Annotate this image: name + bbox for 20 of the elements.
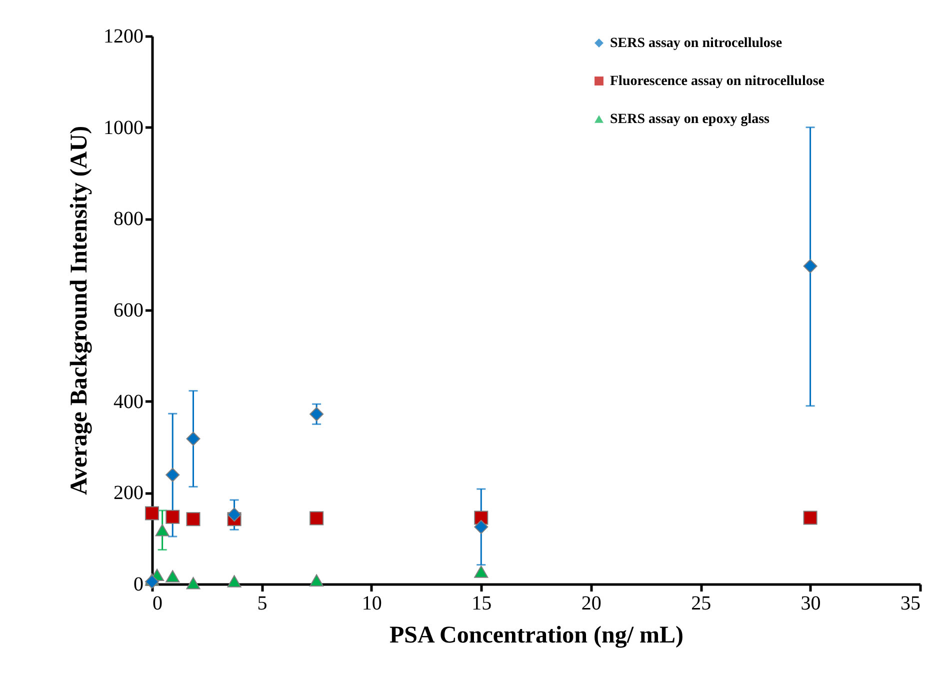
x-tick-label: 5 [257,592,268,614]
x-tick-label: 10 [362,592,382,614]
y-tick-label: 400 [114,390,144,413]
legend-label: Fluorescence assay on nitrocellulose [610,74,825,89]
x-tick-label: 25 [691,592,712,614]
x-axis-title: PSA Concentration (ng/ mL) [390,622,684,648]
legend-label: SERS assay on epoxy glass [610,112,770,127]
y-tick-label: 200 [114,482,144,504]
y-tick-label: 1000 [104,116,144,139]
x-tick-label: 15 [472,592,492,614]
y-axis-title: Average Background Intensity (AU) [66,126,92,496]
y-tick-label: 0 [134,574,144,596]
x-tick-label: 35 [900,592,920,614]
y-tick-label: 600 [114,300,144,322]
x-tick-label: 0 [152,592,162,614]
y-tick-label: 800 [114,208,144,230]
legend-label: SERS assay on nitrocellulose [610,36,782,51]
x-tick-label: 30 [800,592,821,614]
x-tick-label: 20 [581,592,602,614]
y-tick-label: 1200 [104,26,144,48]
